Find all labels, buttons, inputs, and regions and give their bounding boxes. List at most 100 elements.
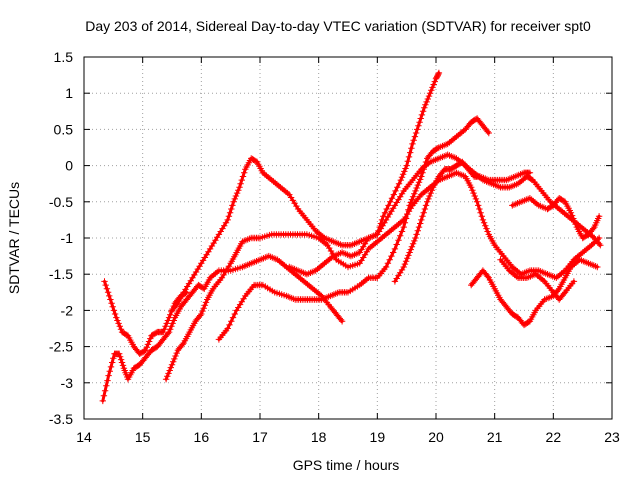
- data-point-marker: [172, 352, 179, 360]
- y-tick-label: 1: [65, 85, 73, 101]
- data-point-marker: [229, 314, 237, 321]
- data-point-marker: [164, 330, 172, 337]
- series-arc-9: [509, 195, 603, 242]
- data-point-marker: [408, 243, 416, 250]
- data-point-marker: [109, 303, 116, 310]
- data-point-marker: [235, 187, 242, 194]
- data-point-marker: [412, 129, 420, 137]
- data-point-marker: [171, 355, 178, 363]
- data-point-marker: [422, 101, 429, 108]
- data-point-marker: [145, 338, 153, 345]
- data-point-marker: [231, 310, 238, 318]
- data-point-marker: [480, 219, 488, 226]
- data-point-marker: [484, 273, 491, 280]
- data-point-marker: [116, 353, 124, 360]
- data-point-marker: [528, 176, 535, 183]
- data-point-marker: [415, 179, 423, 186]
- data-point-marker: [572, 221, 579, 228]
- y-tick-label: -1: [61, 230, 74, 246]
- data-point-marker: [471, 192, 478, 200]
- data-point-marker: [409, 140, 416, 148]
- data-point-marker: [387, 198, 394, 205]
- data-point-marker: [382, 263, 390, 271]
- x-tick-label: 19: [370, 429, 386, 445]
- data-point-marker: [407, 246, 414, 253]
- data-point-marker: [405, 206, 412, 213]
- data-point-marker: [106, 368, 113, 375]
- y-tick-label: -1.5: [49, 266, 73, 282]
- y-tick-label: -3.5: [49, 411, 73, 427]
- series-line: [217, 117, 491, 341]
- y-tick-label: -2: [61, 302, 74, 318]
- data-point-marker: [473, 198, 481, 205]
- data-point-marker: [143, 344, 150, 351]
- data-point-marker: [200, 305, 207, 312]
- data-point-marker: [395, 237, 402, 244]
- data-point-marker: [388, 252, 395, 260]
- data-point-marker: [570, 215, 577, 222]
- y-tick-label: 1.5: [54, 49, 74, 65]
- x-axis-label: GPS time / hours: [293, 457, 400, 473]
- data-point-marker: [147, 335, 154, 342]
- data-point-marker: [395, 180, 403, 187]
- data-point-marker: [418, 111, 426, 119]
- data-point-marker: [391, 245, 399, 253]
- data-point-marker: [468, 184, 475, 191]
- data-point-marker: [388, 195, 396, 202]
- data-point-marker: [165, 314, 173, 321]
- data-point-marker: [409, 193, 417, 200]
- data-point-marker: [418, 173, 425, 180]
- data-point-marker: [428, 187, 436, 194]
- data-point-marker: [165, 328, 173, 336]
- data-point-marker: [412, 187, 419, 195]
- series-arc-3: [162, 169, 603, 383]
- data-point-marker: [179, 341, 186, 348]
- data-point-marker: [161, 326, 168, 333]
- data-point-marker: [590, 225, 597, 232]
- data-point-marker: [230, 198, 237, 205]
- data-point-marker: [484, 228, 491, 235]
- data-point-marker: [198, 310, 205, 318]
- data-point-marker: [588, 242, 595, 249]
- data-point-marker: [407, 199, 414, 206]
- data-point-marker: [426, 90, 434, 97]
- data-point-marker: [426, 192, 433, 200]
- data-point-marker: [595, 213, 603, 220]
- data-point-marker: [568, 212, 576, 219]
- data-point-marker: [417, 115, 424, 122]
- data-point-marker: [420, 209, 427, 216]
- data-point-marker: [170, 317, 177, 324]
- data-point-marker: [476, 205, 483, 213]
- data-point-marker: [414, 227, 421, 234]
- data-point-marker: [392, 187, 399, 195]
- data-point-marker: [419, 213, 426, 220]
- data-point-marker: [411, 237, 418, 245]
- data-point-marker: [402, 258, 410, 265]
- data-point-marker: [423, 98, 430, 106]
- data-point-marker: [409, 240, 417, 247]
- data-point-marker: [425, 195, 432, 203]
- data-point-marker: [560, 290, 568, 297]
- y-tick-label: 0.5: [54, 121, 74, 137]
- data-point-marker: [431, 78, 438, 85]
- data-point-marker: [526, 169, 534, 176]
- data-point-marker: [100, 392, 108, 399]
- series-arc-6: [286, 69, 443, 278]
- data-point-marker: [405, 252, 412, 259]
- data-point-marker: [231, 195, 238, 203]
- data-point-marker: [589, 240, 597, 247]
- data-point-marker: [411, 190, 418, 197]
- data-point-marker: [105, 372, 112, 379]
- data-point-marker: [386, 256, 393, 263]
- data-point-marker: [228, 318, 235, 325]
- data-point-marker: [408, 196, 416, 203]
- data-point-marker: [434, 145, 441, 152]
- data-point-marker: [402, 215, 410, 222]
- data-point-marker: [241, 169, 248, 176]
- data-point-marker: [404, 210, 411, 218]
- data-point-marker: [420, 166, 427, 173]
- data-point-marker: [414, 126, 421, 133]
- data-point-marker: [117, 356, 125, 363]
- data-point-marker: [233, 189, 241, 197]
